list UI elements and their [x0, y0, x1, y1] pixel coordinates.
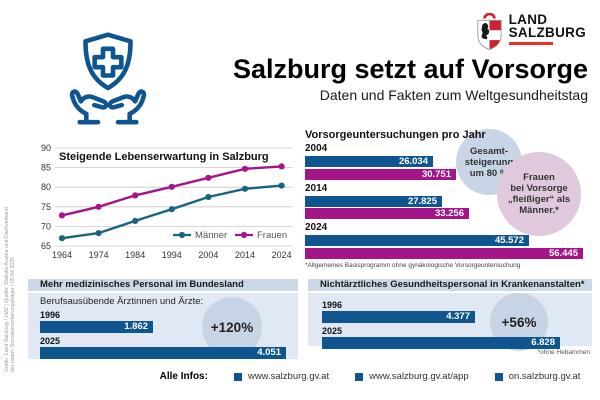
staff-panel-title: Nichtärztliches Gesundheitspersonal in K…: [308, 279, 592, 291]
link-bullet-icon: [355, 372, 364, 381]
svg-text:80: 80: [41, 182, 51, 192]
doctors-panel-body: Berufsausübende Ärztinnen und Ärzte: 199…: [28, 293, 298, 359]
vorsorge-year-label: 2004: [305, 143, 328, 154]
vorsorge-bar-Männer-2024: 45.572: [305, 235, 529, 246]
link-bullet-icon: [494, 372, 503, 381]
panel-year-label: 1996: [322, 300, 343, 310]
svg-text:Steigende Lebenserwartung in S: Steigende Lebenserwartung in Salzburg: [59, 151, 269, 163]
link-bullet-icon: [233, 372, 242, 381]
panel-year-label: 2025: [40, 336, 61, 346]
staff-panel: Nichtärztliches Gesundheitspersonal in K…: [308, 279, 592, 356]
panel-year-label: 2025: [322, 326, 343, 336]
panel-bar-2025: 4.051: [40, 347, 286, 359]
vorsorge-bar-groups: 2004 26.034 30.751 2014 27.825 33.256 2024 45.5…: [305, 143, 597, 259]
vorsorge-year-label: 2024: [305, 222, 328, 233]
vorsorge-bar-Männer-2014: 27.825: [305, 195, 442, 207]
women-note-callout: Frauen bei Vorsorge „fleißiger“ als Männer.…: [497, 152, 581, 236]
svg-text:1994: 1994: [162, 250, 182, 260]
svg-text:1964: 1964: [52, 250, 72, 260]
doctors-panel-subtitle: Berufsausübende Ärztinnen und Ärzte:: [40, 296, 204, 307]
vorsorge-footnote: *Allgemeines Basisprogramm ohne gynäkolo…: [305, 261, 521, 269]
doctors-panel: Mehr medizinisches Personal im Bundeslan…: [28, 279, 298, 359]
health-shield-hands-icon: [69, 32, 147, 125]
vorsorge-bar-Männer-2004: 26.034: [305, 156, 433, 167]
vorsorge-bar-Frauen-2004: 30.751: [305, 168, 456, 180]
footer-label: Alle Infos:: [159, 371, 208, 382]
footer: Alle Infos: www.salzburg.gv.at www.salzbu…: [140, 371, 600, 382]
salzburg-crest-icon: [476, 13, 502, 51]
panel-bar-1996: 4.377: [322, 311, 475, 323]
svg-text:1974: 1974: [89, 250, 109, 260]
logo-line2: SALZBURG: [508, 25, 586, 40]
svg-text:2024: 2024: [272, 250, 292, 260]
total-increase-callout: Gesamt-steigerung um 80 %: [456, 129, 522, 195]
land-salzburg-logo: LAND SALZBURG: [476, 13, 586, 51]
svg-text:65: 65: [41, 241, 51, 251]
panel-year-label: 1996: [40, 310, 61, 320]
svg-text:70: 70: [41, 221, 51, 231]
vorsorge-chart-title: Vorsorgeuntersuchungen pro Jahr: [305, 129, 486, 141]
vorsorge-bar-chart: Vorsorgeuntersuchungen pro Jahr 2004 26.0…: [305, 129, 597, 269]
footer-link[interactable]: www.salzburg.gv.at/app: [355, 371, 469, 382]
svg-text:85: 85: [41, 163, 51, 173]
staff-panel-body: 1996 4.377 2025 6.828 +56%: [308, 293, 592, 351]
page-subtitle: Daten und Fakten zum Weltgesundheitstag: [319, 87, 588, 103]
vorsorge-bar-Frauen-2024: 56.445: [305, 247, 583, 259]
logo-text: LAND SALZBURG: [508, 12, 586, 40]
svg-text:90: 90: [41, 143, 51, 153]
life-expectancy-chart: 65 70 75 80 85 90 1964 1974 1984 1994 2004 2014 2024…: [33, 138, 297, 264]
page-title: Salzburg setzt auf Vorsorge: [232, 54, 588, 84]
panel-bar-1996: 1.862: [40, 321, 153, 333]
logo-underline: [508, 42, 553, 45]
vorsorge-bar-Frauen-2014: 33.256: [305, 208, 469, 219]
svg-text:2004: 2004: [198, 250, 218, 260]
staff-bar-rows: 1996 4.377 2025 6.828: [322, 300, 578, 349]
title-block: Salzburg setzt auf Vorsorge Daten und Fa…: [233, 54, 588, 104]
vorsorge-year-label: 2014: [305, 182, 328, 194]
svg-text:Frauen: Frauen: [257, 230, 287, 241]
life-expectancy-svg: 65 70 75 80 85 90 1964 1974 1984 1994 2004 2014 2024…: [41, 143, 293, 260]
source-note-line2: der österr. Sozialversicherungsträger | …: [10, 257, 17, 372]
svg-text:Männer: Männer: [195, 230, 227, 241]
footer-links: www.salzburg.gv.at www.salzburg.gv.at/app…: [233, 371, 580, 382]
staff-footnote: *ohne Hebammen: [537, 349, 590, 356]
doctors-bar-rows: 1996 1.862 2025 4.051: [40, 310, 286, 359]
logo-line1: LAND: [508, 12, 548, 27]
footer-link[interactable]: on.salzburg.gv.at: [494, 371, 580, 382]
doctors-panel-title: Mehr medizinisches Personal im Bundeslan…: [28, 279, 298, 291]
footer-link[interactable]: www.salzburg.gv.at: [233, 371, 329, 382]
source-note: Grafik: Land Salzburg / LMZ | Quelle: St…: [4, 140, 17, 372]
panel-bar-2025: 6.828: [322, 337, 560, 349]
svg-text:2014: 2014: [235, 250, 255, 260]
svg-text:1984: 1984: [125, 250, 145, 260]
svg-text:75: 75: [41, 202, 51, 212]
